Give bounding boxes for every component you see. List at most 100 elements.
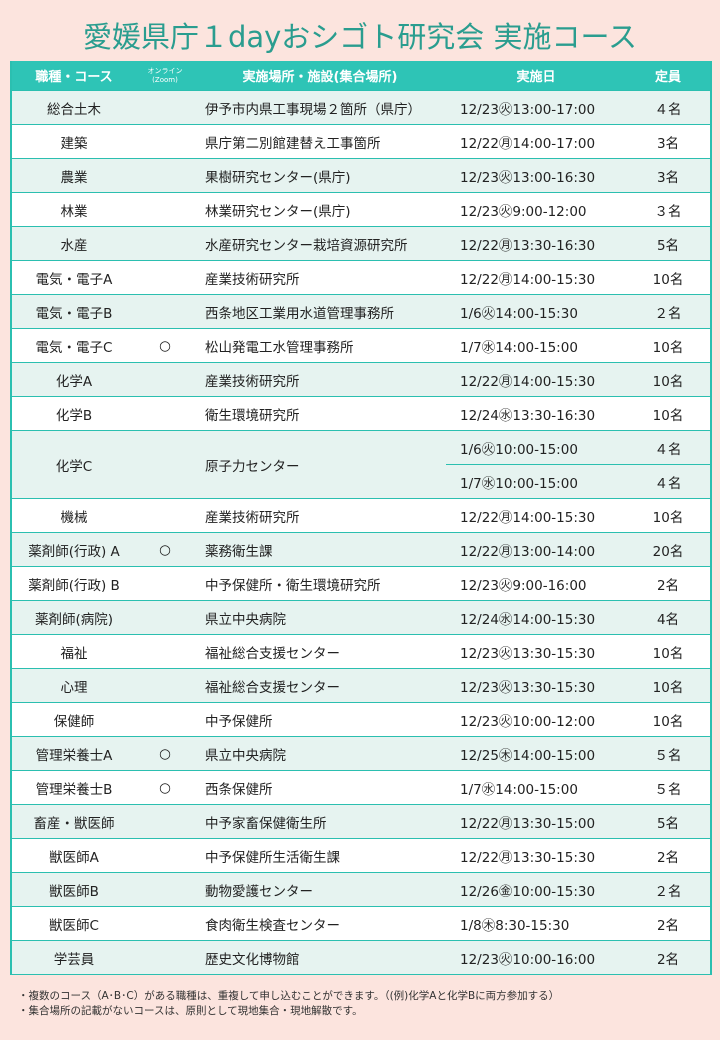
capacity-cell: 20名: [652, 543, 684, 560]
course-cell: 薬剤師(行政) A: [28, 543, 120, 560]
course-table: 職種・コース オンライン (Zoom) 実施場所・施設(集合場所) 実施日 定員…: [10, 61, 712, 975]
sessions: 1/8㊍8:30-15:30 2名: [446, 907, 710, 940]
sessions: 12/22㊊14:00-15:30 10名: [446, 499, 710, 532]
venue-cell: 産業技術研究所: [205, 271, 300, 288]
sessions: 12/23㊋13:00-17:00 ４名: [446, 91, 710, 124]
page-title: 愛媛県庁１dayおシゴト研究会 実施コース: [82, 20, 638, 54]
table-row: 薬剤師(病院) 県立中央病院 12/24㊌14:00-15:30 4名: [12, 600, 710, 634]
sessions: 12/23㊋10:00-12:00 10名: [446, 703, 710, 736]
online-cell: [136, 91, 194, 124]
date-cell: 12/22㊊14:00-15:30: [460, 509, 596, 526]
table-row: 化学C 原子力センター 1/6㊋10:00-15:00 ４名 1/7㊌10:00-15:…: [12, 430, 710, 498]
online-cell: [136, 193, 194, 226]
notes: ・複数のコース（A･B･C）がある職種は、重複して申し込むことができます。（(例…: [18, 989, 559, 1019]
table-row: 化学B 衛生環境研究所 12/24㊌13:30-16:30 10名: [12, 396, 710, 430]
table-body: 総合土木 伊予市内県工事現場２箇所（県庁） 12/23㊋13:00-17:00 ４名建…: [12, 90, 710, 975]
table-header: 職種・コース オンライン (Zoom) 実施場所・施設(集合場所) 実施日 定員: [12, 61, 710, 90]
online-cell: [136, 499, 194, 532]
venue-cell: 県立中央病院: [205, 611, 286, 628]
date-cell: 1/6㊋14:00-15:30: [460, 305, 578, 322]
sessions: 12/23㊋13:30-15:30 10名: [446, 635, 710, 668]
online-cell: [136, 839, 194, 872]
online-cell: ○: [159, 779, 171, 796]
date-cell: 12/23㊋9:00-12:00: [460, 203, 587, 220]
sessions: 12/23㊋13:30-15:30 10名: [446, 669, 710, 702]
session: 12/22㊊14:00-15:30 10名: [446, 499, 710, 532]
capacity-cell: ３名: [654, 203, 682, 220]
capacity-cell: ２名: [654, 883, 682, 900]
course-cell: 電気・電子B: [35, 305, 113, 322]
capacity-cell: 3名: [656, 169, 680, 186]
course-cell: 獣医師A: [49, 849, 99, 866]
capacity-cell: 5名: [656, 237, 680, 254]
header-online-line1: オンライン: [147, 66, 183, 75]
online-cell: [136, 295, 194, 328]
course-cell: 化学B: [55, 407, 93, 424]
online-cell: [136, 907, 194, 940]
online-cell: [136, 227, 194, 260]
sessions: 12/22㊊13:30-15:00 5名: [446, 805, 710, 838]
sessions: 12/24㊌14:00-15:30 4名: [446, 601, 710, 634]
capacity-cell: 10名: [652, 679, 684, 696]
online-cell: [136, 805, 194, 838]
header-online: オンライン (Zoom): [136, 67, 194, 85]
session: 12/22㊊14:00-15:30 10名: [446, 261, 710, 294]
sessions: 1/6㊋14:00-15:30 ２名: [446, 295, 710, 328]
table-row: 機械 産業技術研究所 12/22㊊14:00-15:30 10名: [12, 498, 710, 532]
session: 12/23㊋13:00-17:00 ４名: [446, 91, 710, 124]
venue-cell: 原子力センター: [205, 458, 300, 475]
table-row: 総合土木 伊予市内県工事現場２箇所（県庁） 12/23㊋13:00-17:00 ４名: [12, 90, 710, 124]
capacity-cell: ５名: [654, 781, 682, 798]
sessions: 12/22㊊13:00-14:00 20名: [446, 533, 710, 566]
session: 12/24㊌14:00-15:30 4名: [446, 601, 710, 634]
session: 1/7㊌14:00-15:00 ５名: [446, 771, 710, 804]
venue-cell: 食肉衛生検査センター: [205, 917, 340, 934]
course-cell: 管理栄養士A: [35, 747, 113, 764]
venue-cell: 西条地区工業用水道管理事務所: [205, 305, 394, 322]
venue-cell: 中予家畜保健衛生所: [205, 815, 327, 832]
venue-cell: 果樹研究センター(県庁): [205, 169, 351, 186]
table-row: 薬剤師(行政) B 中予保健所・衛生環境研究所 12/23㊋9:00-16:00 2名: [12, 566, 710, 600]
online-cell: [136, 363, 194, 396]
venue-cell: 県庁第二別館建替え工事箇所: [205, 135, 381, 152]
online-cell: [136, 601, 194, 634]
date-cell: 12/22㊊14:00-15:30: [460, 271, 596, 288]
date-cell: 12/24㊌13:30-16:30: [460, 407, 596, 424]
session: 12/22㊊14:00-15:30 10名: [446, 363, 710, 396]
date-cell: 12/24㊌14:00-15:30: [460, 611, 596, 628]
session: 1/6㊋10:00-15:00 ４名: [446, 431, 710, 464]
course-cell: 総合土木: [47, 101, 101, 118]
session: 12/23㊋9:00-16:00 2名: [446, 567, 710, 600]
course-cell: 薬剤師(病院): [34, 611, 114, 628]
session: 12/22㊊13:30-15:30 2名: [446, 839, 710, 872]
online-cell: [136, 567, 194, 600]
online-cell: [136, 635, 194, 668]
capacity-cell: 2名: [656, 849, 680, 866]
sessions: 12/24㊌13:30-16:30 10名: [446, 397, 710, 430]
date-cell: 12/22㊊13:30-16:30: [460, 237, 596, 254]
header-date: 実施日: [516, 70, 556, 85]
sessions: 12/22㊊14:00-15:30 10名: [446, 363, 710, 396]
table-row: 農業 果樹研究センター(県庁) 12/23㊋13:00-16:30 3名: [12, 158, 710, 192]
course-cell: 畜産・獣医師: [33, 815, 115, 832]
sessions: 12/25㊍14:00-15:00 ５名: [446, 737, 710, 770]
capacity-cell: 10名: [652, 373, 684, 390]
date-cell: 1/7㊌14:00-15:00: [460, 781, 578, 798]
table-row: 獣医師A 中予保健所生活衛生課 12/22㊊13:30-15:30 2名: [12, 838, 710, 872]
header-venue: 実施場所・施設(集合場所): [242, 70, 398, 85]
date-cell: 12/23㊋10:00-16:00: [460, 951, 596, 968]
course-cell: 化学A: [55, 373, 93, 390]
capacity-cell: ４名: [654, 441, 682, 458]
venue-cell: 動物愛護センター: [205, 883, 313, 900]
online-cell: [136, 873, 194, 906]
session: 1/6㊋14:00-15:30 ２名: [446, 295, 710, 328]
date-cell: 1/8㊍8:30-15:30: [460, 917, 570, 934]
venue-cell: 福祉総合支援センター: [205, 679, 340, 696]
table-row: 建築 県庁第二別館建替え工事箇所 12/22㊊14:00-17:00 3名: [12, 124, 710, 158]
table-row: 電気・電子B 西条地区工業用水道管理事務所 1/6㊋14:00-15:30 ２名: [12, 294, 710, 328]
venue-cell: 県立中央病院: [205, 747, 286, 764]
sessions: 12/22㊊14:00-15:30 10名: [446, 261, 710, 294]
table-row: 電気・電子C ○ 松山発電工水管理事務所 1/7㊌14:00-15:00 10名: [12, 328, 710, 362]
venue-cell: 産業技術研究所: [205, 373, 300, 390]
date-cell: 12/23㊋10:00-12:00: [460, 713, 596, 730]
